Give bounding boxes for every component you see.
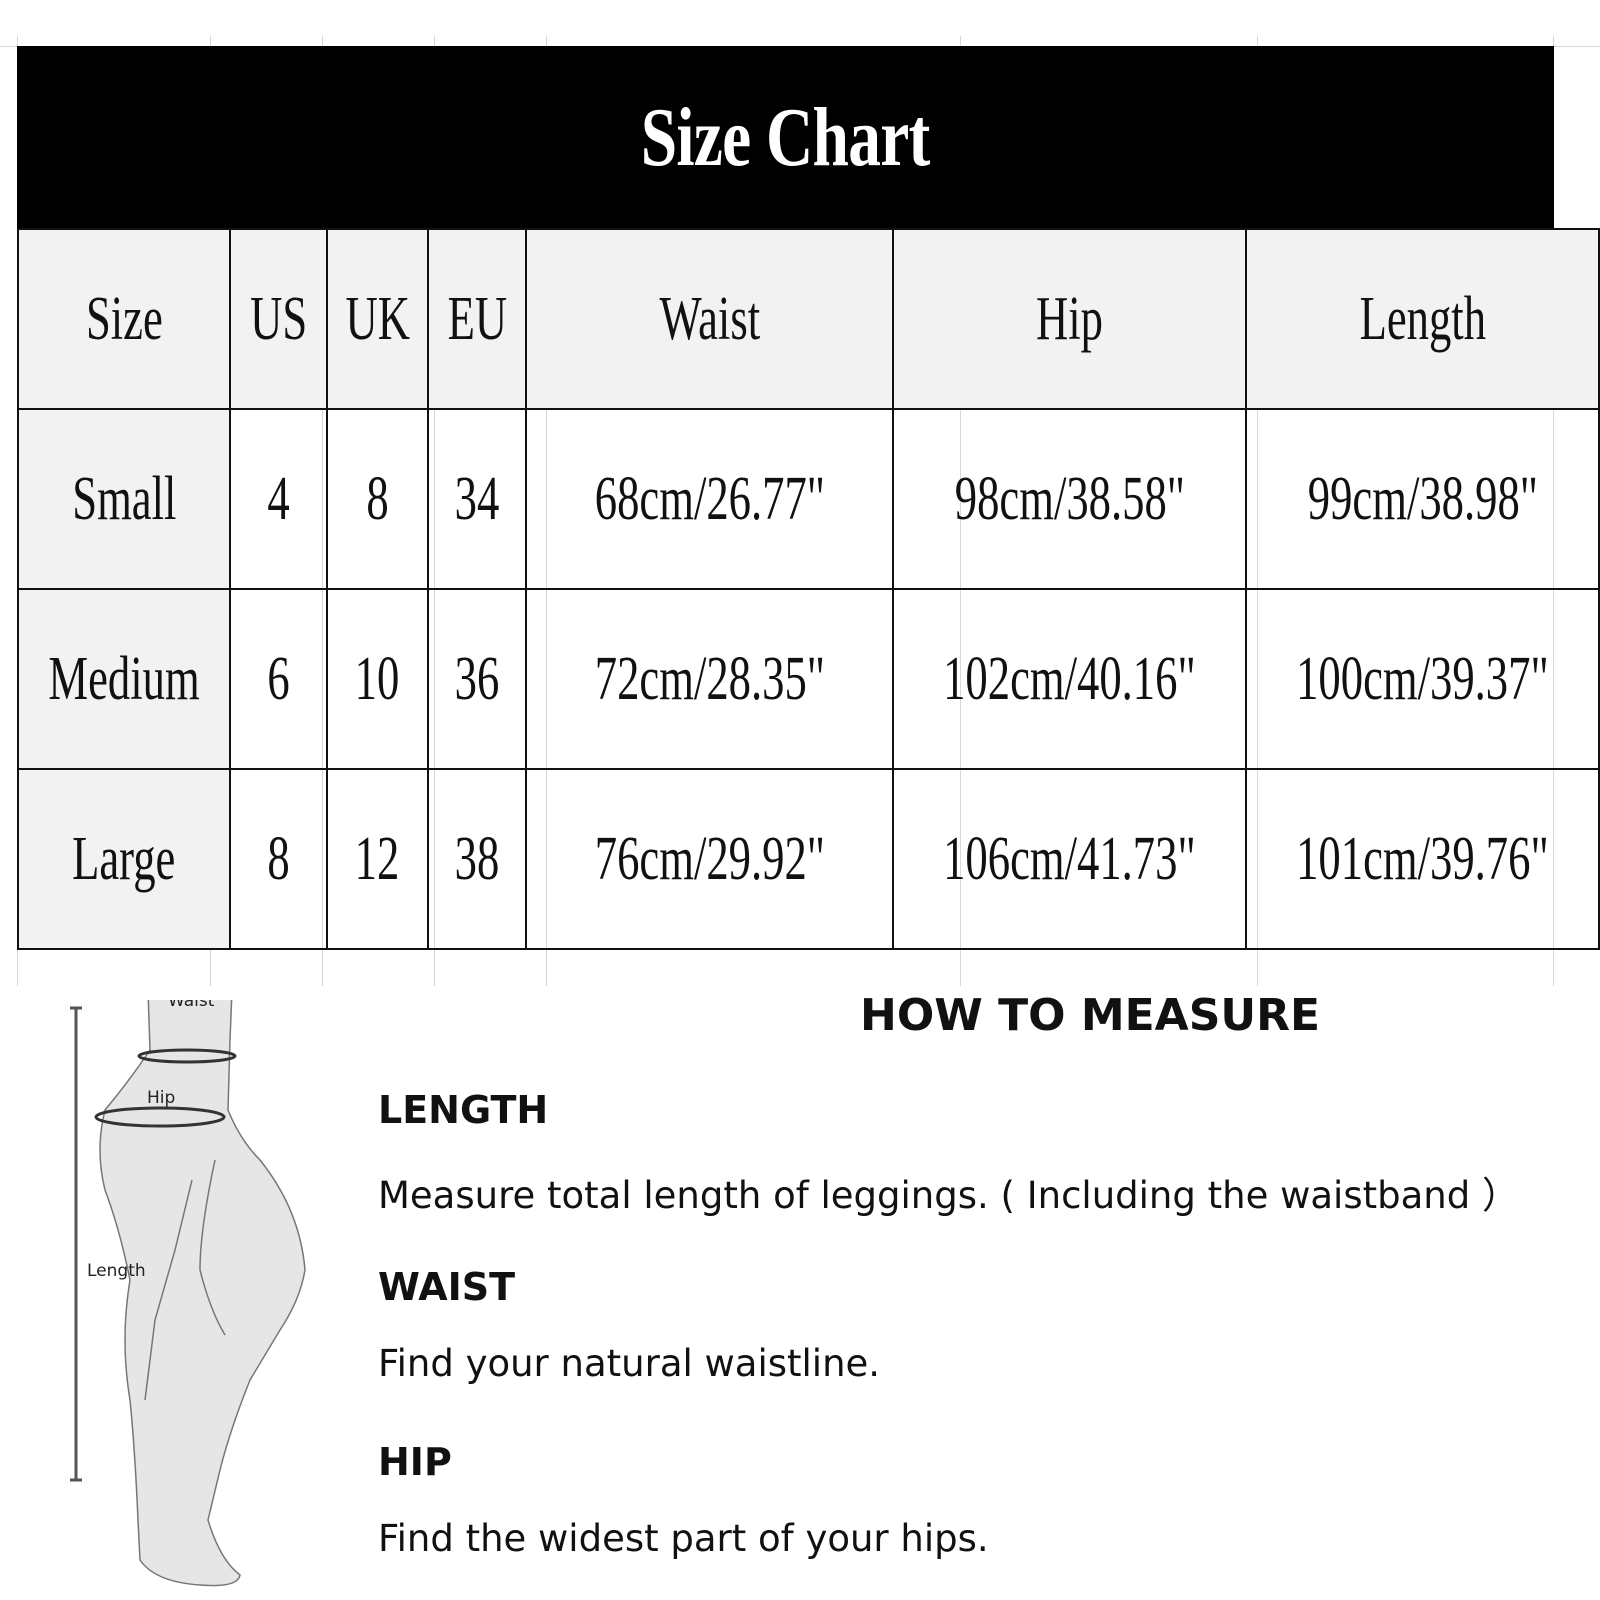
column-header: Size: [16, 228, 232, 410]
column-header: UK: [325, 228, 430, 410]
table-cell: 8: [325, 408, 430, 590]
waist-text: Find your natural waistline.: [378, 1342, 881, 1385]
table-cell: 6: [229, 588, 328, 770]
cell-text: 100cm/39.37": [1296, 644, 1549, 713]
cell-text: Hip: [1036, 284, 1104, 353]
table-cell: Large: [16, 768, 232, 950]
waist-ring: [137, 1048, 237, 1064]
hip-ring: [94, 1106, 226, 1128]
table-cell: 4: [229, 408, 328, 590]
table-row: Medium 6 10 36 72cm/28.35" 102cm/40.16" 100cm/…: [16, 588, 1600, 770]
table-cell: 76cm/29.92": [525, 768, 895, 950]
cell-text: Length: [1359, 284, 1486, 353]
cell-text: 36: [454, 644, 500, 713]
cell-text: EU: [447, 284, 507, 353]
leggings-measurement-figure: Waist Hip Length: [70, 1000, 306, 1587]
table-row: Small 4 8 34 68cm/26.77" 98cm/38.58" 99cm/38.9…: [16, 408, 1600, 590]
cell-text: 8: [366, 464, 389, 533]
cell-text: 68cm/26.77": [594, 464, 825, 533]
table-row: Large 8 12 38 76cm/29.92" 106cm/41.73" 101cm/3…: [16, 768, 1600, 950]
page-title: Size Chart: [641, 90, 931, 184]
cell-text: Small: [71, 464, 177, 533]
column-header: Length: [1245, 228, 1600, 410]
column-header: US: [229, 228, 328, 410]
cell-text: 6: [267, 644, 290, 713]
cell-text: Large: [72, 824, 176, 893]
table-cell: 102cm/40.16": [892, 588, 1248, 770]
table-cell: 12: [325, 768, 430, 950]
table-cell: 106cm/41.73": [892, 768, 1248, 950]
table-cell: 36: [427, 588, 528, 770]
table-cell: 99cm/38.98": [1245, 408, 1600, 590]
hip-label: Hip: [147, 1088, 175, 1108]
length-heading: LENGTH: [378, 1088, 549, 1132]
cell-text: 106cm/41.73": [943, 824, 1197, 893]
column-header: EU: [427, 228, 528, 410]
column-header: Waist: [525, 228, 895, 410]
cell-text: Medium: [48, 644, 200, 713]
cell-text: US: [249, 284, 307, 353]
table-cell: 72cm/28.35": [525, 588, 895, 770]
cell-text: Waist: [659, 284, 761, 353]
cell-text: 8: [267, 824, 290, 893]
cell-text: Size: [85, 284, 163, 353]
table-cell: 98cm/38.58": [892, 408, 1248, 590]
header-row: Size US UK EU Waist Hip Length: [16, 228, 1600, 410]
cell-text: 72cm/28.35": [594, 644, 825, 713]
hip-text: Find the widest part of your hips.: [378, 1517, 989, 1560]
table-cell: 34: [427, 408, 528, 590]
length-bar: [70, 1006, 82, 1482]
table-cell: Small: [16, 408, 232, 590]
title-bar: Size Chart: [17, 46, 1554, 228]
column-header: Hip: [892, 228, 1248, 410]
table-cell: 8: [229, 768, 328, 950]
cell-text: 12: [354, 824, 400, 893]
cell-text: 99cm/38.98": [1307, 464, 1538, 533]
waist-label: Waist: [168, 1000, 215, 1011]
cell-text: 10: [354, 644, 400, 713]
table-cell: Medium: [16, 588, 232, 770]
cell-text: 4: [267, 464, 290, 533]
table-cell: 101cm/39.76": [1245, 768, 1600, 950]
length-label: Length: [87, 1261, 146, 1281]
hip-heading: HIP: [378, 1440, 452, 1484]
table-cell: 38: [427, 768, 528, 950]
cell-text: 38: [454, 824, 500, 893]
cell-text: 34: [454, 464, 500, 533]
cell-text: 102cm/40.16": [943, 644, 1197, 713]
how-to-measure-title: HOW TO MEASURE: [860, 990, 1321, 1041]
table-cell: 100cm/39.37": [1245, 588, 1600, 770]
table-cell: 68cm/26.77": [525, 408, 895, 590]
table-cell: 10: [325, 588, 430, 770]
cell-text: 76cm/29.92": [594, 824, 825, 893]
cell-text: UK: [345, 284, 410, 353]
cell-text: 98cm/38.58": [954, 464, 1185, 533]
size-table: Size US UK EU Waist Hip Length Small 4 8 34 68cm/26…: [16, 228, 1600, 950]
length-text: Measure total length of leggings. ( Incl…: [378, 1174, 1519, 1217]
waist-heading: WAIST: [378, 1265, 516, 1309]
cell-text: 101cm/39.76": [1296, 824, 1549, 893]
